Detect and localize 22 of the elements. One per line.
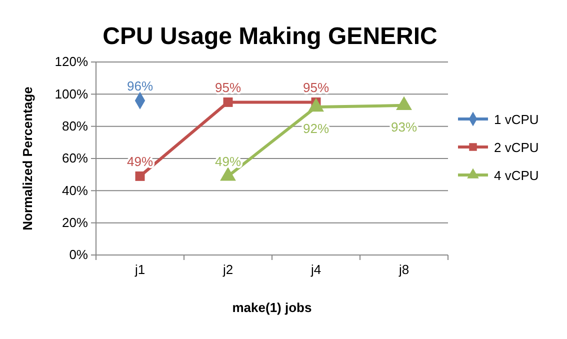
legend-label: 4 vCPU	[494, 168, 539, 183]
data-label: 49%	[214, 154, 242, 170]
y-tick-label: 40%	[62, 182, 88, 198]
y-tick-label: 80%	[62, 118, 88, 134]
y-tick-label: 0%	[69, 247, 88, 262]
chart-title: CPU Usage Making GENERIC	[102, 23, 438, 50]
y-tick-label: 100%	[54, 86, 88, 102]
data-label: 49%	[126, 154, 154, 170]
y-tick-label: 120%	[54, 54, 88, 70]
y-axis-title: Normalized Percentage	[20, 86, 35, 230]
y-tick-label: 60%	[62, 150, 88, 166]
x-tick-label: j4	[310, 262, 322, 278]
data-label: 95%	[302, 80, 330, 96]
x-tick-label: j1	[134, 262, 146, 278]
x-axis-title: make(1) jobs	[232, 300, 312, 315]
legend-label: 1 vCPU	[494, 112, 539, 127]
y-tick-label: 20%	[62, 214, 88, 230]
legend-label: 2 vCPU	[494, 140, 539, 155]
data-label: 96%	[126, 78, 154, 94]
x-tick-label: j8	[398, 262, 410, 278]
x-tick-label: j2	[222, 262, 234, 278]
data-label: 95%	[214, 80, 242, 96]
